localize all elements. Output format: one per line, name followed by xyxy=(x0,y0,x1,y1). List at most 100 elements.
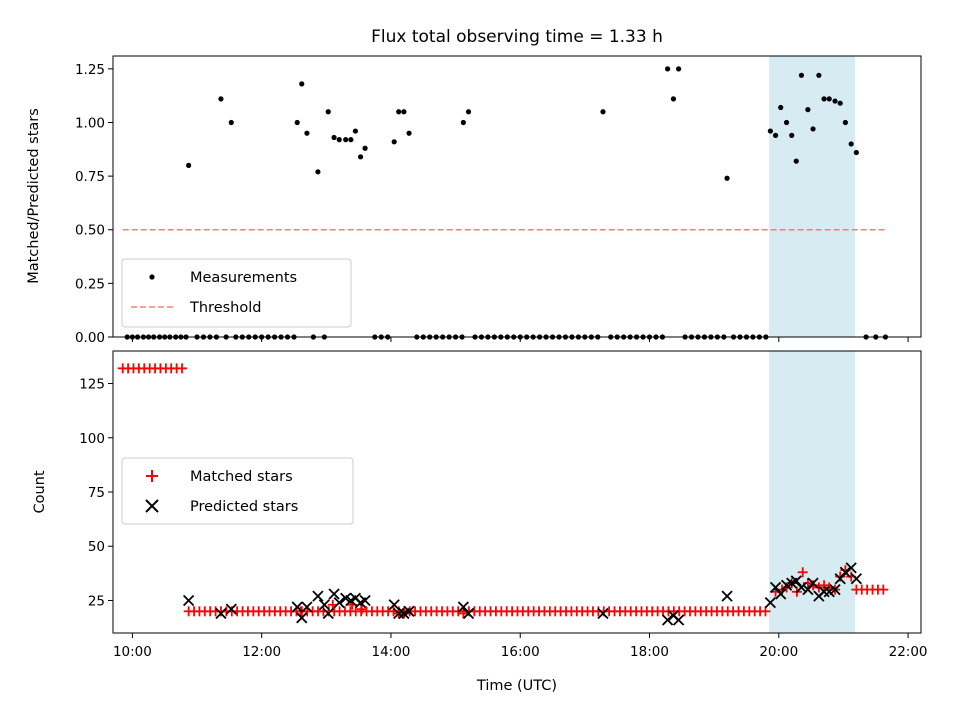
predicted-star-point xyxy=(322,607,334,620)
predicted-star-point xyxy=(182,594,195,607)
predicted-star-point xyxy=(790,575,802,587)
top-x-axis-ticks xyxy=(131,337,909,342)
measurement-point xyxy=(331,134,337,141)
measurement-point xyxy=(832,98,838,104)
legend-measurements-marker xyxy=(149,274,155,280)
bottom-panel-counts: 25 50 75 100 125 10:00 12:00 14:00 16:00 18:00 20… xyxy=(32,350,928,694)
bot-xtick-label: 20:00 xyxy=(759,644,798,660)
measurement-point xyxy=(304,130,310,136)
measurement-point xyxy=(352,128,358,134)
measurement-point xyxy=(842,119,848,126)
predicted-star-point xyxy=(457,601,469,613)
matched-star-point xyxy=(797,567,808,578)
bottom-legend-box xyxy=(121,457,354,525)
bot-xtick-label: 18:00 xyxy=(630,644,669,660)
measurement-point xyxy=(816,72,822,78)
measurement-point xyxy=(391,139,397,145)
predicted-star-point xyxy=(802,583,814,596)
measurement-point xyxy=(821,96,827,102)
predicted-star-point xyxy=(818,586,830,598)
measurement-point xyxy=(837,100,843,106)
measurement-point xyxy=(810,126,816,132)
measurement-point xyxy=(343,137,349,143)
measurement-point xyxy=(676,66,682,72)
predicted-star-point xyxy=(388,599,400,611)
predicted-star-point xyxy=(823,586,835,598)
bot-xtick-label: 22:00 xyxy=(889,644,928,660)
measurement-point xyxy=(772,132,779,138)
matched-star-point xyxy=(760,606,771,617)
predicted-star-point xyxy=(318,599,331,611)
top-legend-box xyxy=(121,258,352,328)
top-ytick-label: 0.75 xyxy=(75,169,105,185)
measurement-point xyxy=(336,137,342,143)
x-axis-label: Time (UTC) xyxy=(476,678,557,694)
measurement-point xyxy=(789,132,795,138)
measurement-point xyxy=(600,109,606,115)
measurement-point xyxy=(362,145,368,151)
measurement-point xyxy=(826,96,832,102)
predicted-star-point xyxy=(764,596,777,609)
top-ytick-label: 0.00 xyxy=(75,330,105,346)
predicted-star-point xyxy=(807,577,819,589)
measurement-point xyxy=(315,169,321,175)
measurement-point xyxy=(299,81,305,87)
bot-ytick-label: 100 xyxy=(79,431,105,447)
predicted-star-point xyxy=(296,612,308,624)
predicted-star-point xyxy=(462,607,475,620)
measurement-point xyxy=(294,119,300,126)
predicted-star-point xyxy=(312,590,324,602)
bot-ytick-label: 50 xyxy=(88,539,105,555)
predicted-star-point xyxy=(661,614,674,626)
measurement-point xyxy=(778,104,784,111)
matched-star-point xyxy=(458,608,469,619)
measurement-point xyxy=(783,119,790,126)
measurement-point xyxy=(848,141,854,147)
measurement-point xyxy=(798,72,805,78)
measurement-point xyxy=(406,130,412,136)
measurement-point xyxy=(186,162,192,168)
predicted-star-point xyxy=(215,607,227,620)
matched-star-point xyxy=(819,580,830,591)
predicted-star-point xyxy=(333,596,345,609)
predicted-star-point xyxy=(795,581,808,594)
predicted-star-point xyxy=(393,607,405,620)
bot-xtick-label: 14:00 xyxy=(371,644,410,660)
bot-xtick-label: 12:00 xyxy=(242,644,281,660)
legend-measurements-label: Measurements xyxy=(190,270,297,286)
bottom-y-axis-ticks: 25 50 75 100 125 xyxy=(79,377,113,609)
measurement-point xyxy=(396,109,402,115)
top-legend: Measurements Threshold xyxy=(121,258,352,328)
predicted-star-point xyxy=(597,607,609,620)
measurement-point xyxy=(460,119,466,126)
measurement-point xyxy=(665,66,671,72)
chart-title: Flux total observing time = 1.33 h xyxy=(371,27,663,47)
measurement-point xyxy=(218,96,224,102)
predicted-star-point xyxy=(834,573,846,585)
bottom-x-axis-ticks: 10:00 12:00 14:00 16:00 18:00 20:00 22:00 xyxy=(113,633,928,660)
top-axes-frame xyxy=(112,55,922,338)
predicted-star-point xyxy=(721,590,733,602)
legend-matched-marker xyxy=(146,470,158,482)
measurement-point xyxy=(805,107,811,113)
predicted-star-point xyxy=(775,588,787,600)
legend-threshold-label: Threshold xyxy=(189,300,261,316)
top-y-axis-label: Matched/Predicted stars xyxy=(26,108,42,284)
top-ytick-label: 1.25 xyxy=(75,62,105,78)
bottom-y-axis-label: Count xyxy=(32,470,48,513)
measurement-point xyxy=(767,128,773,134)
measurement-point xyxy=(357,154,364,160)
measurement-point xyxy=(228,119,234,126)
bot-xtick-label: 10:00 xyxy=(113,644,152,660)
predicted-star-point xyxy=(829,583,841,596)
top-panel-ratio: 0.00 0.25 0.50 0.75 1.00 1.25 Matched/Predict… xyxy=(26,55,922,346)
matched-star-point xyxy=(878,584,889,595)
measurement-point xyxy=(325,109,331,115)
bot-ytick-label: 75 xyxy=(88,485,105,501)
predicted-star-point xyxy=(403,605,415,617)
matched-star-point xyxy=(356,604,367,615)
predicted-star-point xyxy=(225,603,237,615)
measurement-point xyxy=(853,149,859,156)
top-ytick-label: 0.50 xyxy=(75,223,105,239)
